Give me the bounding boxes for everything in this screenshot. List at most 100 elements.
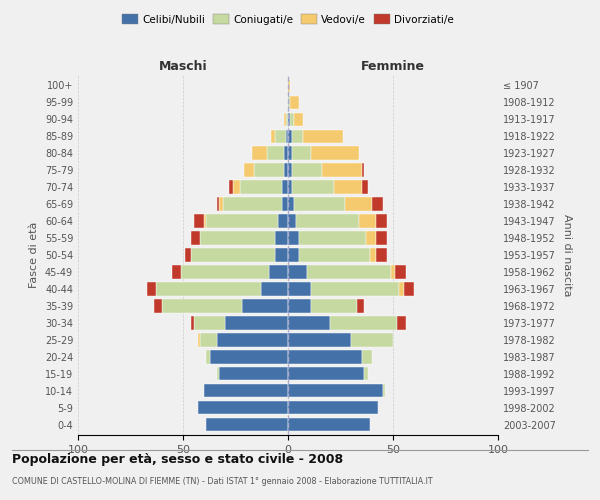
Bar	[267, 146, 284, 160]
Bar	[311, 300, 358, 312]
Y-axis label: Fasce di età: Fasce di età	[29, 222, 39, 288]
Bar	[366, 232, 376, 244]
Bar	[204, 384, 288, 398]
Bar	[154, 300, 162, 312]
Text: Maschi: Maschi	[158, 60, 208, 74]
Bar	[193, 316, 225, 330]
Bar	[334, 180, 361, 194]
Bar	[404, 282, 414, 296]
Bar	[288, 232, 299, 244]
Bar	[288, 300, 311, 312]
Bar	[299, 232, 366, 244]
Bar	[147, 282, 155, 296]
Bar	[206, 418, 288, 432]
Bar	[383, 384, 385, 398]
Bar	[225, 316, 288, 330]
Bar	[372, 198, 383, 210]
Text: Femmine: Femmine	[361, 60, 425, 74]
Bar	[288, 112, 290, 126]
Y-axis label: Anni di nascita: Anni di nascita	[562, 214, 572, 296]
Bar	[307, 266, 391, 278]
Bar	[284, 112, 286, 126]
Bar	[275, 130, 286, 143]
Bar	[253, 146, 267, 160]
Bar	[295, 112, 303, 126]
Bar	[345, 198, 372, 210]
Bar	[155, 282, 260, 296]
Bar	[351, 334, 393, 346]
Bar	[376, 248, 387, 262]
Bar	[311, 282, 400, 296]
Bar	[361, 164, 364, 176]
Bar	[244, 164, 254, 176]
Bar	[303, 130, 343, 143]
Bar	[173, 266, 181, 278]
Bar	[254, 164, 284, 176]
Bar	[288, 164, 292, 176]
Bar	[288, 248, 299, 262]
Bar	[299, 248, 370, 262]
Bar	[288, 214, 296, 228]
Bar	[204, 214, 206, 228]
Bar	[277, 214, 288, 228]
Bar	[229, 180, 233, 194]
Bar	[288, 367, 364, 380]
Bar	[288, 384, 383, 398]
Bar	[358, 300, 364, 312]
Bar	[185, 248, 191, 262]
Bar	[288, 350, 361, 364]
Bar	[242, 300, 288, 312]
Bar	[288, 316, 330, 330]
Bar	[370, 248, 376, 262]
Bar	[290, 112, 295, 126]
Bar	[286, 130, 288, 143]
Bar	[206, 350, 210, 364]
Bar	[288, 78, 290, 92]
Bar	[359, 214, 376, 228]
Legend: Celibi/Nubili, Coniugati/e, Vedovi/e, Divorziati/e: Celibi/Nubili, Coniugati/e, Vedovi/e, Di…	[118, 10, 458, 29]
Bar	[288, 146, 292, 160]
Bar	[330, 316, 397, 330]
Bar	[218, 198, 223, 210]
Bar	[286, 112, 288, 126]
Bar	[217, 334, 288, 346]
Bar	[200, 334, 217, 346]
Bar	[284, 146, 288, 160]
Bar	[260, 282, 288, 296]
Text: COMUNE DI CASTELLO-MOLINA DI FIEMME (TN) - Dati ISTAT 1° gennaio 2008 - Elaboraz: COMUNE DI CASTELLO-MOLINA DI FIEMME (TN)…	[12, 476, 433, 486]
Bar	[198, 401, 288, 414]
Bar	[296, 214, 359, 228]
Bar	[162, 300, 242, 312]
Bar	[288, 282, 311, 296]
Bar	[361, 180, 368, 194]
Bar	[223, 198, 282, 210]
Bar	[233, 180, 240, 194]
Bar	[217, 198, 218, 210]
Bar	[275, 248, 288, 262]
Bar	[397, 316, 406, 330]
Bar	[376, 232, 387, 244]
Bar	[292, 180, 334, 194]
Bar	[269, 266, 288, 278]
Bar	[210, 350, 288, 364]
Bar	[193, 214, 204, 228]
Bar	[191, 232, 200, 244]
Bar	[217, 367, 218, 380]
Bar	[292, 130, 303, 143]
Bar	[322, 164, 362, 176]
Bar	[288, 130, 292, 143]
Bar	[282, 180, 288, 194]
Bar	[288, 198, 295, 210]
Bar	[191, 248, 275, 262]
Bar	[400, 282, 404, 296]
Bar	[288, 334, 351, 346]
Bar	[206, 214, 277, 228]
Bar	[292, 146, 311, 160]
Bar	[275, 232, 288, 244]
Bar	[288, 401, 379, 414]
Bar	[391, 266, 395, 278]
Bar	[311, 146, 359, 160]
Bar	[218, 367, 288, 380]
Bar	[288, 266, 307, 278]
Bar	[395, 266, 406, 278]
